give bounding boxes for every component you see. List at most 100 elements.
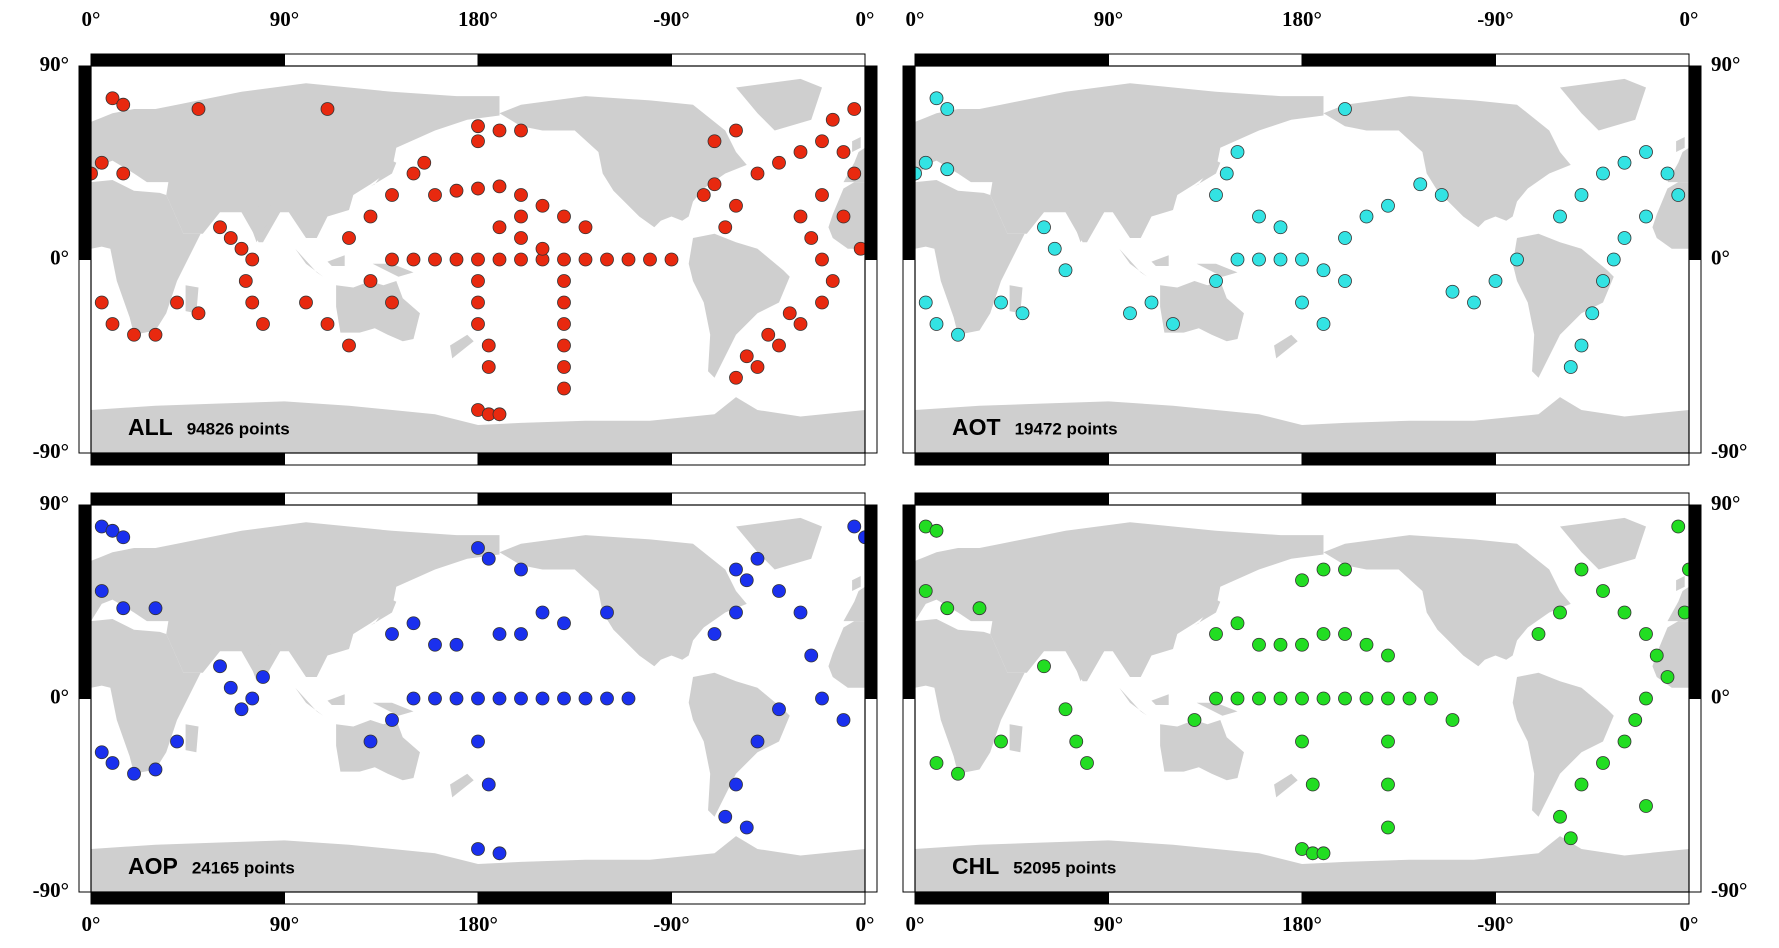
sample-point [1639, 799, 1653, 813]
sample-point [1617, 605, 1632, 620]
map-panel: 0° 90° 180° -90° 0° 90° 0° -90° CHL 52095 points [902, 491, 1747, 936]
sample-point [600, 605, 614, 620]
sample-point [449, 691, 464, 706]
x-tick-label: 90° [270, 7, 299, 31]
frame-bar [1108, 891, 1303, 905]
sample-point [825, 112, 840, 127]
sample-point [929, 317, 944, 331]
sample-point [1209, 274, 1223, 288]
sample-point [299, 295, 313, 310]
sample-point [1230, 252, 1245, 267]
sample-point [94, 155, 109, 170]
sample-point [1381, 777, 1395, 792]
sample-point [707, 134, 722, 149]
sample-point [406, 252, 421, 267]
sample-point [847, 102, 862, 116]
sample-point [836, 209, 851, 224]
sample-point [481, 777, 496, 792]
sample-point [804, 231, 819, 245]
sample-point [1445, 713, 1460, 727]
sample-point [471, 842, 485, 856]
sample-point [1381, 734, 1395, 749]
frame-bar [1108, 452, 1303, 466]
sample-point [449, 252, 464, 267]
frame-bar [914, 891, 1109, 905]
sample-point [1230, 616, 1245, 631]
sample-point [245, 691, 260, 706]
sample-point [1316, 627, 1331, 641]
sample-point [929, 523, 944, 538]
sample-point [428, 691, 442, 706]
y-tick-label: -90° [1711, 439, 1747, 463]
sample-point [406, 166, 421, 181]
sample-point [1660, 670, 1675, 684]
sample-point [1563, 360, 1578, 374]
sample-point [471, 295, 485, 310]
sample-point [492, 846, 507, 861]
sample-point [772, 584, 786, 598]
sample-point [557, 295, 571, 310]
sample-point [621, 252, 636, 267]
frame-bar [90, 492, 285, 506]
sample-point [1649, 648, 1664, 663]
frame-bar [902, 504, 916, 699]
sample-point [1338, 231, 1352, 245]
sample-point [1381, 691, 1395, 706]
sample-point [1047, 241, 1062, 256]
sample-point [492, 123, 507, 138]
frame-bar [78, 259, 92, 454]
frame-bar [1301, 53, 1496, 67]
frame-bar [1495, 452, 1690, 466]
frame-bar [864, 504, 878, 699]
x-tick-label: 0° [906, 912, 925, 936]
map-border [90, 65, 866, 454]
sample-point [256, 670, 270, 684]
sample-point [449, 183, 464, 198]
sample-point [1069, 734, 1084, 749]
sample-point [492, 252, 507, 267]
sample-point [729, 198, 743, 213]
sample-point [213, 220, 227, 235]
sample-point [127, 766, 141, 781]
sample-point [847, 519, 862, 534]
sample-point [471, 119, 485, 134]
frame-bar [864, 698, 878, 893]
sample-point [234, 241, 249, 256]
sample-point [1381, 648, 1395, 663]
sample-point [1209, 188, 1223, 202]
sample-point [385, 627, 399, 641]
x-tick-label: -90° [653, 912, 689, 936]
sample-point [750, 734, 765, 749]
sample-point [1617, 231, 1632, 245]
frame-bar [902, 65, 916, 260]
sample-point [1316, 846, 1331, 861]
y-tick-label: -90° [1711, 878, 1747, 902]
map-border [914, 504, 1690, 893]
sample-point [514, 231, 528, 245]
sample-point [1660, 166, 1675, 181]
y-tick-label: 90° [1711, 52, 1740, 76]
sample-point [1381, 820, 1395, 835]
sample-point [1639, 627, 1653, 641]
y-tick-label: -90° [33, 439, 69, 463]
sample-point [1273, 637, 1288, 652]
sample-point [729, 777, 743, 792]
sample-point [116, 530, 131, 545]
y-tick-label: 90° [40, 52, 69, 76]
frame-bar [671, 492, 866, 506]
sample-point [718, 220, 733, 235]
frame-bar [1108, 53, 1303, 67]
x-tick-label: 0° [1680, 912, 1699, 936]
frame-bar [902, 698, 916, 893]
sample-point [1445, 284, 1460, 299]
sample-point [406, 616, 421, 631]
frame-bar [1495, 492, 1690, 506]
sample-point [793, 605, 808, 620]
sample-point [729, 123, 743, 138]
sample-point [761, 327, 776, 342]
sample-point [363, 734, 378, 749]
sample-point [1671, 519, 1686, 534]
sample-point [772, 155, 786, 170]
sample-point [1295, 252, 1309, 267]
